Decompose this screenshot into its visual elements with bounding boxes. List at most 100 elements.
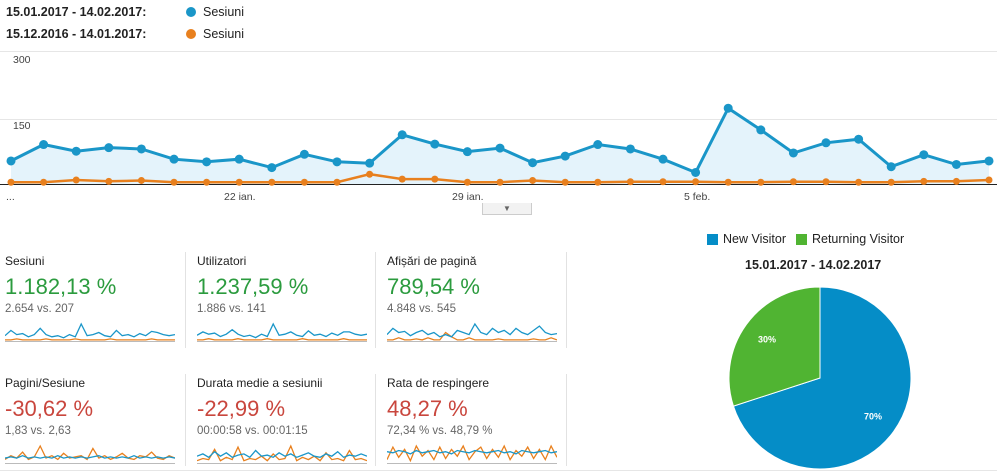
legend-returning-visitor[interactable]: Returning Visitor: [811, 232, 905, 246]
data-point-current[interactable]: [202, 157, 212, 167]
data-point-current[interactable]: [104, 143, 114, 153]
data-point-previous[interactable]: [40, 178, 48, 186]
metric-sessions[interactable]: Sesiuni 1.182,13 % 2.654 vs. 207: [5, 254, 183, 354]
metric-users[interactable]: Utilizatori 1.237,59 % 1.886 vs. 141: [197, 254, 375, 354]
sparkline-previous: [387, 444, 557, 463]
data-point-current[interactable]: [495, 143, 505, 153]
data-point-previous[interactable]: [268, 178, 276, 186]
sparkline-previous: [5, 338, 175, 341]
data-point-previous[interactable]: [137, 176, 145, 184]
visitor-type-pie-chart[interactable]: 70% 30%: [727, 286, 917, 472]
metric-label: Pagini/Sesiune: [5, 376, 86, 390]
x-tick-ellipsis: ...: [6, 191, 15, 203]
divider: [375, 374, 376, 466]
metric-avg-session-duration[interactable]: Durata medie a sesiunii -22,99 % 00:00:5…: [197, 376, 375, 476]
data-point-current[interactable]: [332, 157, 342, 167]
data-point-previous[interactable]: [431, 175, 439, 183]
data-point-previous[interactable]: [496, 178, 504, 186]
metric-pages-per-session[interactable]: Pagini/Sesiune -30,62 % 1,83 vs. 2,63: [5, 376, 183, 476]
data-point-previous[interactable]: [822, 178, 830, 186]
data-point-current[interactable]: [593, 140, 603, 150]
legend-swatch-new: [707, 233, 718, 245]
metric-change: 789,54 %: [387, 274, 480, 299]
data-point-current[interactable]: [136, 144, 146, 154]
data-point-current[interactable]: [6, 156, 16, 166]
chart-collapse-toggle[interactable]: ▼: [482, 203, 532, 215]
data-point-previous[interactable]: [659, 178, 667, 186]
data-point-previous[interactable]: [7, 178, 15, 186]
metric-change: -30,62 %: [5, 396, 94, 421]
divider: [566, 374, 567, 466]
data-point-current[interactable]: [723, 103, 733, 113]
sparkline-current: [5, 322, 175, 339]
data-point-current[interactable]: [625, 144, 635, 154]
data-point-current[interactable]: [658, 154, 668, 164]
data-point-previous[interactable]: [626, 178, 634, 186]
data-point-previous[interactable]: [887, 178, 895, 186]
series-current-points: [6, 103, 994, 177]
data-point-current[interactable]: [267, 163, 277, 173]
data-point-previous[interactable]: [203, 178, 211, 186]
x-tick-22-ian: 22 ian.: [224, 191, 256, 203]
data-point-current[interactable]: [984, 156, 994, 166]
data-point-previous[interactable]: [366, 170, 374, 178]
data-point-previous[interactable]: [757, 178, 765, 186]
sessions-line-chart[interactable]: 300 150 ... 22 ian. 29 ian. 5 feb.: [0, 48, 997, 216]
data-point-current[interactable]: [919, 150, 929, 160]
data-point-current[interactable]: [169, 154, 179, 164]
data-point-current[interactable]: [560, 151, 570, 161]
data-point-previous[interactable]: [920, 177, 928, 185]
data-point-current[interactable]: [756, 125, 766, 135]
metric-compare: 4.848 vs. 545: [387, 303, 457, 315]
data-point-current[interactable]: [854, 134, 864, 144]
data-point-current[interactable]: [528, 158, 538, 168]
data-point-previous[interactable]: [594, 178, 602, 186]
data-point-previous[interactable]: [72, 176, 80, 184]
data-point-previous[interactable]: [170, 178, 178, 186]
data-point-current[interactable]: [299, 149, 309, 159]
metric-sparkline: [5, 322, 175, 342]
pie-label-new: 70%: [864, 412, 882, 422]
data-point-previous[interactable]: [692, 178, 700, 186]
data-point-current[interactable]: [462, 147, 472, 157]
sparkline-previous: [387, 331, 557, 341]
data-point-current[interactable]: [365, 158, 375, 168]
data-point-previous[interactable]: [724, 178, 732, 186]
data-point-previous[interactable]: [529, 176, 537, 184]
series-current-area: [11, 108, 989, 184]
data-point-current[interactable]: [788, 148, 798, 158]
data-point-previous[interactable]: [985, 176, 993, 184]
data-point-previous[interactable]: [105, 177, 113, 185]
metric-label: Durata medie a sesiunii: [197, 376, 323, 390]
legend-previous: 15.12.2016 - 14.01.2017: Sesiuni: [6, 25, 244, 43]
data-point-previous[interactable]: [300, 178, 308, 186]
data-point-current[interactable]: [397, 130, 407, 140]
data-point-previous[interactable]: [235, 178, 243, 186]
data-point-current[interactable]: [71, 146, 81, 156]
data-point-current[interactable]: [821, 138, 831, 148]
legend-previous-range: 15.12.2016 - 14.01.2017:: [6, 27, 147, 41]
data-point-previous[interactable]: [789, 178, 797, 186]
data-point-previous[interactable]: [952, 177, 960, 185]
legend-current-series[interactable]: Sesiuni: [203, 5, 244, 19]
metric-change: 1.182,13 %: [5, 274, 117, 299]
x-tick-5-feb: 5 feb.: [684, 191, 710, 203]
legend-new-visitor[interactable]: New Visitor: [723, 232, 786, 246]
data-point-previous[interactable]: [333, 178, 341, 186]
data-point-current[interactable]: [430, 139, 440, 149]
data-point-previous[interactable]: [398, 175, 406, 183]
data-point-current[interactable]: [39, 140, 49, 150]
data-point-current[interactable]: [234, 154, 244, 164]
y-tick-150: 150: [13, 120, 31, 132]
data-point-previous[interactable]: [855, 178, 863, 186]
metric-bounce-rate[interactable]: Rata de respingere 48,27 % 72,34 % vs. 4…: [387, 376, 565, 476]
pie-slice-returning-visitor: [728, 286, 821, 407]
data-point-previous[interactable]: [463, 178, 471, 186]
legend-current-range: 15.01.2017 - 14.02.2017:: [6, 5, 147, 19]
data-point-current[interactable]: [886, 162, 896, 172]
data-point-previous[interactable]: [561, 178, 569, 186]
metric-pageviews[interactable]: Afișări de pagină 789,54 % 4.848 vs. 545: [387, 254, 565, 354]
data-point-current[interactable]: [951, 159, 961, 169]
legend-previous-series[interactable]: Sesiuni: [203, 27, 244, 41]
data-point-current[interactable]: [691, 167, 701, 177]
